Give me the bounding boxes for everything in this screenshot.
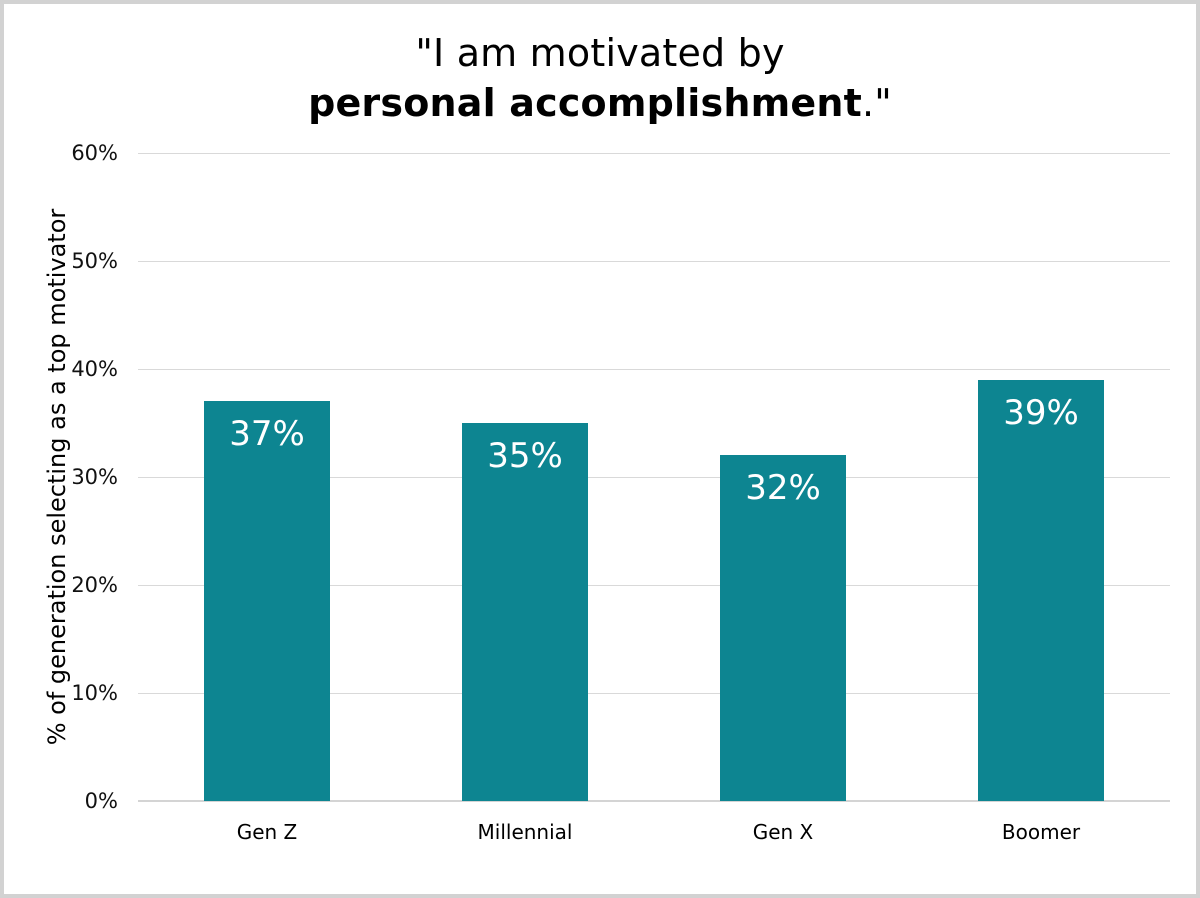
y-tick-label: 40% — [71, 357, 118, 381]
chart-title-line2-suffix-text: ." — [861, 81, 892, 125]
gridline — [138, 153, 1170, 154]
bar-cell: 32% — [654, 153, 912, 801]
plot-area: 37% 35% 32% 39% — [138, 153, 1170, 802]
bar-data-label: 37% — [229, 414, 305, 455]
x-axis-label-boomer: Boomer — [1001, 820, 1081, 844]
y-tick-label: 30% — [71, 465, 118, 489]
bar-gen-z: 37% — [204, 401, 330, 801]
gridline — [138, 369, 1170, 370]
bar-data-label: 35% — [487, 436, 563, 476]
bar-gen-x: 32% — [720, 455, 846, 801]
bar-cell: 35% — [396, 153, 654, 801]
gridline — [138, 477, 1170, 478]
chart-title-line2: personal accomplishment." — [4, 78, 1196, 128]
y-tick-label: 10% — [71, 681, 118, 705]
y-tick-label: 20% — [71, 573, 118, 597]
chart-title: "I am motivated by personal accomplishme… — [4, 28, 1196, 128]
y-tick-label: 50% — [71, 249, 118, 273]
x-axis-label-gen-z: Gen Z — [236, 820, 298, 844]
bar-data-label: 39% — [1003, 392, 1079, 433]
bar-boomer: 39% — [978, 379, 1104, 801]
gridline — [138, 261, 1170, 262]
bar-data-label: 32% — [745, 468, 821, 509]
y-tick-label: 0% — [84, 789, 118, 813]
bar-cell: 39% — [912, 153, 1170, 801]
bar-millennial: 35% — [462, 423, 588, 801]
chart-title-line2-bold-text: personal accomplishment — [308, 81, 862, 125]
bar-cell: 37% — [138, 153, 396, 801]
bar-series: 37% 35% 32% 39% — [138, 153, 1170, 801]
chart-title-line1: "I am motivated by — [4, 28, 1196, 78]
chart-title-line1-text: "I am motivated by — [415, 31, 785, 75]
y-tick-label: 60% — [71, 141, 118, 165]
gridline — [138, 585, 1170, 586]
x-axis-label-millennial: Millennial — [477, 820, 573, 844]
y-axis-ticks: 0% 10% 20% 30% 40% 50% 60% — [4, 4, 118, 894]
x-axis-line — [138, 800, 1170, 802]
x-axis-label-gen-x: Gen X — [752, 820, 814, 844]
gridline — [138, 693, 1170, 694]
x-axis-labels: Gen Z Millennial Gen X Boomer — [138, 820, 1170, 844]
